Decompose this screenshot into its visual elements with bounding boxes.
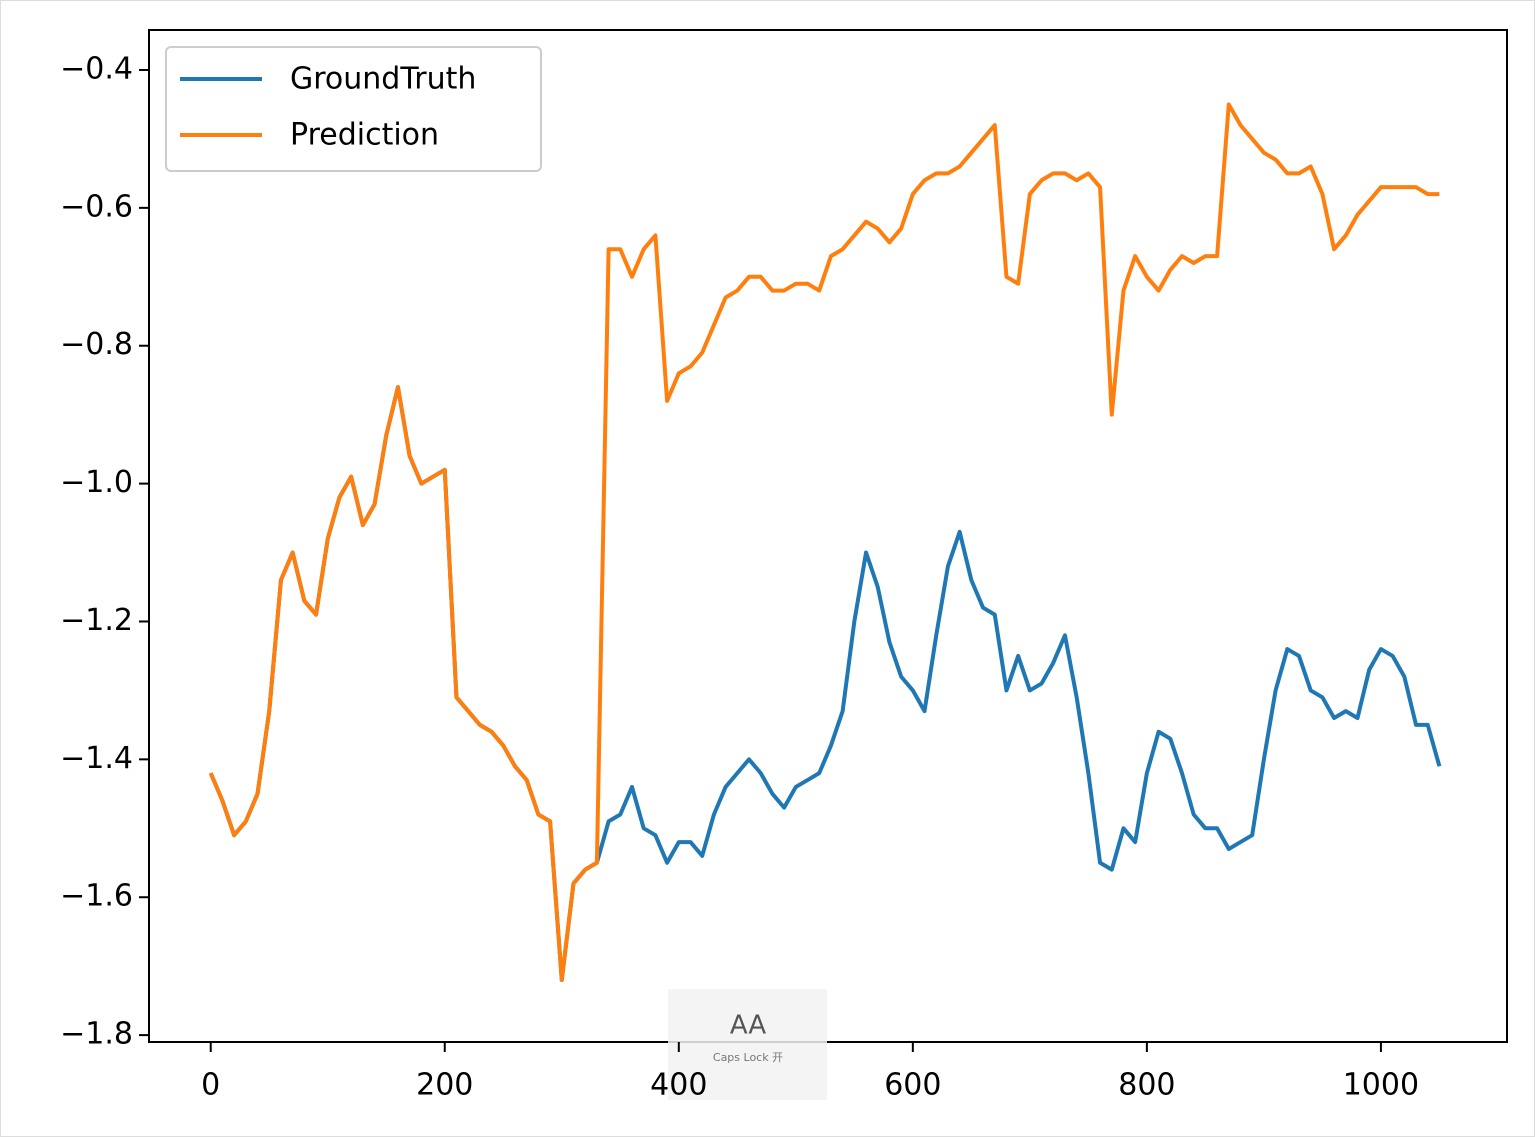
legend-label: GroundTruth bbox=[290, 62, 476, 97]
plot-area bbox=[208, 102, 1442, 982]
x-tick-label: 200 bbox=[416, 1068, 473, 1103]
y-tick-label: −0.4 bbox=[60, 51, 133, 86]
x-tick-label: 0 bbox=[201, 1068, 220, 1103]
series-line bbox=[208, 102, 1440, 982]
y-tick-label: −1.4 bbox=[60, 741, 133, 776]
legend: GroundTruth Prediction bbox=[165, 46, 542, 172]
caps-lock-overlay: AA Caps Lock 开 bbox=[668, 989, 827, 1100]
axes-frame bbox=[148, 29, 1508, 1043]
overlay-box bbox=[668, 989, 827, 1100]
x-tick-label: 800 bbox=[1118, 1068, 1175, 1103]
y-tick-label: −1.8 bbox=[60, 1017, 133, 1052]
x-tick-label: 1000 bbox=[1343, 1068, 1419, 1103]
overlay-label: Caps Lock 开 bbox=[713, 1051, 783, 1064]
x-tick-label: 400 bbox=[650, 1068, 707, 1103]
y-tick-label: −1.0 bbox=[60, 465, 133, 500]
legend-label: Prediction bbox=[290, 118, 439, 153]
y-tick-label: −0.6 bbox=[60, 189, 133, 224]
overlay-icon: AA bbox=[730, 1011, 767, 1041]
y-tick-label: −0.8 bbox=[60, 327, 133, 362]
y-tick-label: −1.6 bbox=[60, 879, 133, 914]
x-tick-label: 600 bbox=[884, 1068, 941, 1103]
y-tick-label: −1.2 bbox=[60, 603, 133, 638]
